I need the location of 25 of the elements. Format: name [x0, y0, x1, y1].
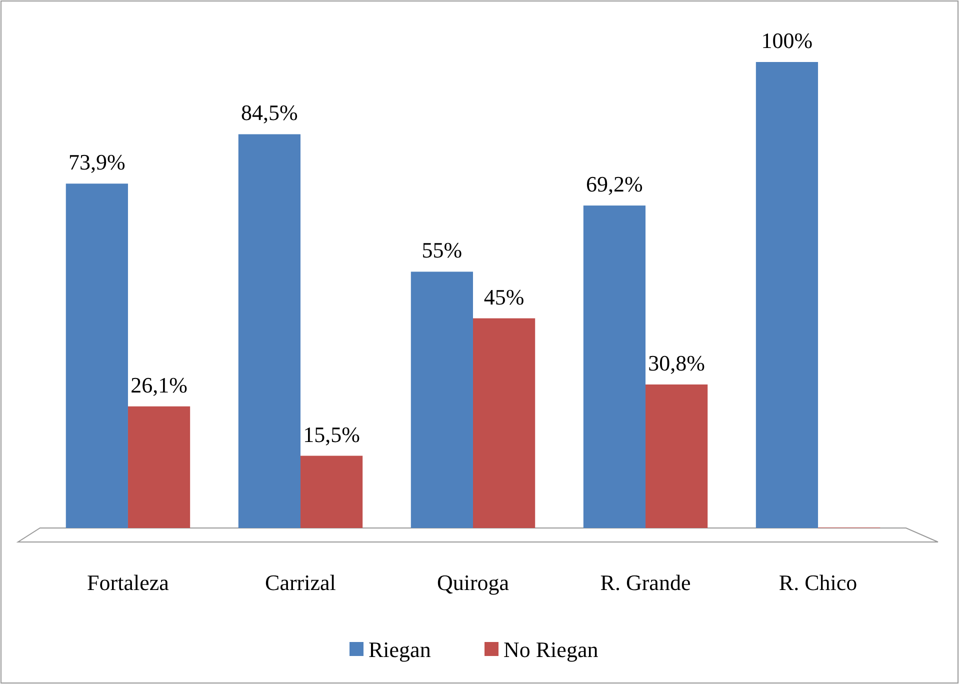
x-tick-label: R. Chico: [778, 570, 858, 595]
x-tick-label: Carrizal: [265, 570, 336, 595]
data-label: 26,1%: [130, 372, 188, 398]
data-label: 30,8%: [648, 350, 705, 376]
data-label: 69,2%: [586, 172, 643, 197]
bar: [300, 456, 363, 528]
bar: [583, 206, 646, 528]
data-label: 100%: [761, 28, 813, 53]
legend-label: Riegan: [368, 637, 431, 662]
x-tick-label: Fortaleza: [87, 570, 170, 595]
data-label: 73,9%: [68, 150, 126, 175]
data-label: 55%: [422, 238, 462, 263]
bar: [66, 184, 128, 528]
bar: [473, 318, 536, 528]
x-tick-label: Quiroga: [436, 570, 510, 595]
bar: [128, 406, 190, 528]
data-label: 15,5%: [303, 422, 360, 447]
data-label: 84,5%: [241, 100, 298, 126]
data-label: 45%: [484, 284, 524, 310]
bar: [756, 62, 818, 528]
legend-label: No Riegan: [504, 637, 598, 662]
bar: [646, 384, 708, 528]
x-tick-label: R. Grande: [600, 570, 691, 595]
bar: [410, 272, 473, 528]
bar: [238, 134, 300, 528]
